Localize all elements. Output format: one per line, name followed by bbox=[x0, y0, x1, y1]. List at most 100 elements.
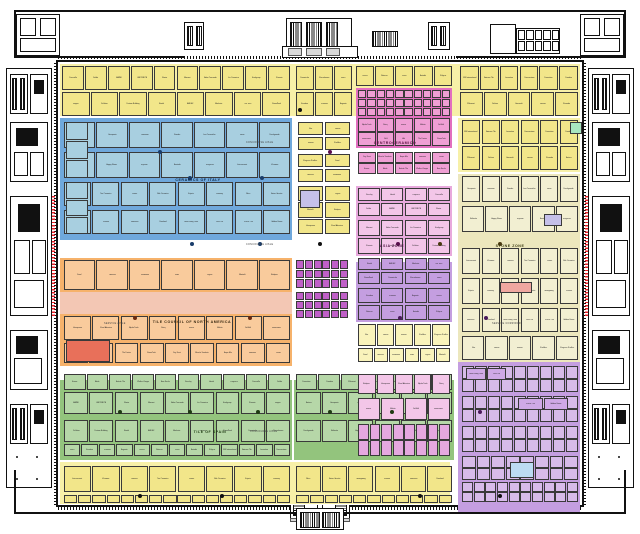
booth[interactable]: New Zhong Yuan bbox=[501, 308, 520, 332]
booth[interactable] bbox=[513, 426, 527, 439]
booth[interactable]: Florim bbox=[427, 202, 450, 216]
booth[interactable] bbox=[304, 260, 313, 269]
booth[interactable] bbox=[532, 492, 543, 502]
booth[interactable]: Argenta bbox=[334, 92, 352, 116]
booth[interactable]: Emser bbox=[358, 163, 376, 174]
booth[interactable]: Monalisa bbox=[462, 308, 481, 332]
booth[interactable]: Golden Horse bbox=[543, 398, 568, 410]
booth[interactable]: Caesarstone bbox=[519, 66, 539, 90]
booth[interactable]: Florim bbox=[153, 66, 176, 90]
booth[interactable]: Arizona Tile bbox=[481, 120, 500, 144]
booth[interactable]: Profilitec bbox=[413, 324, 432, 346]
booth[interactable]: Grespania bbox=[96, 122, 128, 148]
booth[interactable]: Polycor bbox=[433, 66, 452, 86]
booth[interactable]: Florim bbox=[114, 392, 139, 414]
booth[interactable] bbox=[565, 426, 578, 439]
booth[interactable] bbox=[565, 366, 578, 379]
booth[interactable] bbox=[367, 98, 376, 108]
booth[interactable]: Vives bbox=[394, 66, 414, 86]
booth[interactable]: Ragno bbox=[381, 237, 404, 254]
booth[interactable] bbox=[441, 98, 450, 108]
booth[interactable] bbox=[526, 439, 540, 452]
booth[interactable]: Tile Doctor bbox=[413, 132, 432, 146]
booth[interactable]: Fiandre bbox=[501, 176, 520, 202]
booth[interactable] bbox=[474, 426, 488, 439]
booth[interactable] bbox=[313, 260, 322, 269]
booth[interactable] bbox=[367, 107, 376, 116]
booth[interactable] bbox=[358, 90, 367, 99]
booth[interactable]: Milwaukee bbox=[427, 398, 450, 420]
booth[interactable]: Makita bbox=[413, 118, 432, 132]
booth[interactable] bbox=[381, 440, 392, 456]
booth[interactable]: Grespania bbox=[462, 176, 481, 202]
booth[interactable] bbox=[552, 379, 566, 392]
booth[interactable] bbox=[331, 292, 340, 301]
booth[interactable] bbox=[543, 482, 555, 492]
booth[interactable] bbox=[539, 366, 553, 379]
booth[interactable] bbox=[313, 279, 322, 288]
booth[interactable] bbox=[438, 495, 452, 503]
booth[interactable] bbox=[331, 269, 340, 279]
booth[interactable]: Diteq bbox=[376, 118, 395, 132]
booth[interactable]: Bosch bbox=[177, 316, 205, 340]
booth[interactable]: Foshan bbox=[559, 278, 578, 304]
booth[interactable]: Lamosa bbox=[501, 248, 520, 274]
booth[interactable] bbox=[462, 439, 475, 452]
booth[interactable] bbox=[191, 495, 205, 503]
booth[interactable] bbox=[535, 456, 549, 468]
booth[interactable] bbox=[539, 426, 553, 439]
booth[interactable]: Daltile bbox=[84, 66, 107, 90]
booth[interactable]: Levantina bbox=[256, 444, 273, 456]
booth[interactable]: ARDEX bbox=[139, 420, 164, 442]
booth[interactable]: Polycor bbox=[203, 444, 221, 456]
booth[interactable] bbox=[381, 495, 395, 503]
booth[interactable] bbox=[234, 495, 248, 503]
booth[interactable]: Saloni bbox=[120, 182, 148, 206]
booth[interactable]: Clayhaus bbox=[223, 374, 245, 390]
booth[interactable] bbox=[432, 107, 441, 116]
booth[interactable] bbox=[549, 468, 564, 480]
booth[interactable]: Schluter bbox=[64, 420, 88, 442]
booth[interactable]: Porcelanosa bbox=[315, 66, 333, 90]
booth[interactable] bbox=[526, 366, 540, 379]
booth[interactable]: Walker Zanger bbox=[132, 374, 154, 390]
booth[interactable] bbox=[331, 279, 340, 288]
booth[interactable]: Refin bbox=[226, 122, 258, 148]
booth[interactable] bbox=[520, 492, 532, 502]
booth[interactable]: Cosentino bbox=[539, 66, 559, 90]
booth[interactable]: MAPEI bbox=[107, 66, 130, 90]
booth[interactable]: Mohawk bbox=[240, 343, 265, 363]
booth[interactable]: Genesis bbox=[96, 260, 128, 290]
booth[interactable] bbox=[92, 495, 106, 503]
booth[interactable] bbox=[552, 409, 566, 422]
booth[interactable]: Crossville bbox=[62, 66, 84, 90]
booth[interactable]: Cambria bbox=[559, 66, 578, 90]
booth[interactable]: LATICRETE bbox=[130, 66, 153, 90]
booth[interactable]: Rak Ceramics bbox=[149, 182, 177, 206]
booth[interactable] bbox=[313, 292, 322, 301]
booth[interactable]: DeWalt bbox=[404, 398, 427, 420]
booth[interactable]: Merkrete bbox=[205, 92, 233, 116]
booth[interactable]: Sino Tile bbox=[486, 368, 506, 380]
booth[interactable] bbox=[413, 107, 423, 116]
booth[interactable] bbox=[385, 90, 395, 99]
booth[interactable]: Panaria bbox=[240, 392, 265, 414]
booth[interactable] bbox=[353, 495, 367, 503]
booth[interactable] bbox=[539, 379, 553, 392]
booth[interactable]: Hanse bbox=[324, 122, 350, 136]
booth[interactable] bbox=[508, 492, 520, 502]
booth[interactable] bbox=[339, 269, 348, 279]
booth[interactable] bbox=[487, 439, 501, 452]
booth[interactable] bbox=[416, 440, 427, 456]
booth[interactable] bbox=[395, 495, 410, 503]
booth[interactable] bbox=[427, 440, 439, 456]
booth[interactable] bbox=[66, 182, 88, 199]
booth[interactable] bbox=[331, 260, 340, 269]
booth[interactable] bbox=[487, 396, 501, 409]
booth[interactable]: Azteca bbox=[559, 146, 578, 170]
booth[interactable]: Ann Sacks bbox=[154, 374, 177, 390]
booth[interactable] bbox=[555, 492, 567, 502]
booth[interactable]: Battipav bbox=[258, 260, 290, 290]
booth[interactable]: Akdo bbox=[376, 163, 395, 174]
booth[interactable] bbox=[487, 426, 501, 439]
